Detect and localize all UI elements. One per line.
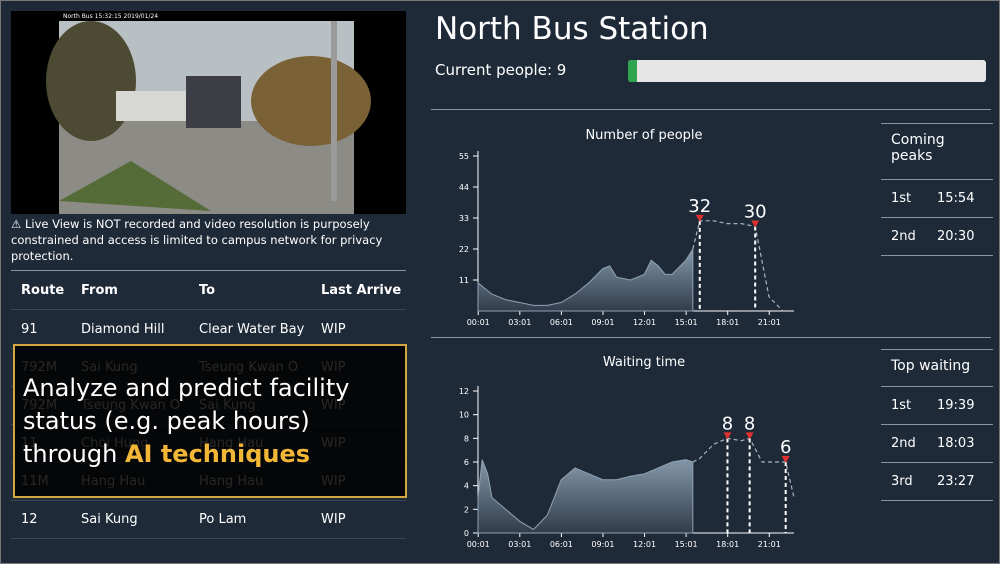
peak-label: 8 bbox=[744, 413, 755, 434]
y-tick-label: 10 bbox=[459, 411, 469, 420]
table-row: Route From To Last Arrive bbox=[11, 271, 406, 310]
panel-row: 2nd 20:30 bbox=[881, 218, 993, 256]
people-label: Current people: 9 bbox=[435, 61, 566, 79]
divider bbox=[431, 109, 991, 110]
y-tick-label: 0 bbox=[464, 529, 469, 538]
waiting-panel: Top waiting 1st 19:39 2nd 18:03 3rd 23:27 bbox=[881, 349, 993, 501]
actual-area bbox=[477, 247, 694, 312]
x-tick-label: 09:01 bbox=[591, 318, 614, 327]
divider bbox=[11, 270, 406, 271]
panel-title: Top waiting bbox=[881, 350, 993, 387]
x-tick-label: 21:01 bbox=[758, 540, 781, 549]
peak-label: 30 bbox=[744, 201, 767, 222]
table-cell: WIP bbox=[321, 512, 346, 527]
y-tick-label: 22 bbox=[459, 245, 469, 254]
rank: 1st bbox=[891, 191, 912, 206]
x-tick-label: 00:01 bbox=[467, 318, 490, 327]
x-tick-label: 00:01 bbox=[467, 540, 490, 549]
time: 19:39 bbox=[937, 398, 975, 413]
table-cell: Po Lam bbox=[199, 512, 247, 527]
divider bbox=[431, 337, 991, 338]
overlay-text: Analyze and predict facility status (e.g… bbox=[23, 374, 350, 468]
chart: Number of people 11 22 33 44 55 00:01 03:01 06:0… bbox=[459, 128, 794, 327]
x-tick-label: 03:01 bbox=[508, 318, 531, 327]
peak-marker bbox=[723, 432, 732, 440]
table-cell: 91 bbox=[21, 322, 38, 337]
y-tick-label: 6 bbox=[464, 458, 469, 467]
table-row: 12 Sai Kung Po Lam WIP bbox=[11, 500, 406, 539]
rank: 2nd bbox=[891, 436, 916, 451]
peaks-panel: Coming peaks 1st 15:54 2nd 20:30 bbox=[881, 123, 993, 256]
panel-row: 3rd 23:27 bbox=[881, 463, 993, 501]
panel-row: 1st 15:54 bbox=[881, 180, 993, 218]
y-tick-label: 55 bbox=[459, 152, 469, 161]
table-cell: Route bbox=[21, 283, 65, 298]
y-tick-label: 8 bbox=[464, 434, 469, 443]
overlay: Analyze and predict facility status (e.g… bbox=[13, 344, 407, 498]
table-cell: Diamond Hill bbox=[81, 322, 165, 337]
table-cell: Sai Kung bbox=[81, 512, 138, 527]
y-tick-label: 4 bbox=[464, 482, 469, 491]
chart-title: Number of people bbox=[585, 128, 702, 143]
y-tick-label: 11 bbox=[459, 276, 469, 285]
peak-label: 6 bbox=[780, 437, 791, 458]
time: 15:54 bbox=[937, 191, 975, 206]
panel-title: Coming peaks bbox=[881, 124, 993, 180]
y-tick-label: 2 bbox=[464, 505, 469, 514]
y-tick-label: 44 bbox=[459, 183, 469, 192]
x-tick-label: 03:01 bbox=[508, 540, 531, 549]
peak-marker bbox=[745, 432, 754, 440]
people-count: 9 bbox=[556, 61, 567, 79]
warning: ⚠ Live View is NOT recorded and video re… bbox=[11, 217, 383, 263]
x-tick-label: 18:01 bbox=[716, 318, 739, 327]
people-bar bbox=[628, 60, 986, 82]
actual-area bbox=[477, 459, 694, 534]
table-cell: WIP bbox=[321, 322, 346, 337]
y-tick-label: 33 bbox=[459, 214, 469, 223]
peak-label: 8 bbox=[722, 413, 733, 434]
table-cell: From bbox=[81, 283, 118, 298]
forecast-line bbox=[692, 437, 795, 498]
x-tick-label: 18:01 bbox=[716, 540, 739, 549]
x-tick-label: 12:01 bbox=[633, 318, 656, 327]
peak-marker bbox=[695, 214, 704, 222]
table-cell: 12 bbox=[21, 512, 38, 527]
title: North Bus Station bbox=[435, 11, 709, 47]
table-cell: Clear Water Bay bbox=[199, 322, 305, 337]
x-tick-label: 12:01 bbox=[633, 540, 656, 549]
chart: Waiting time 0 2 4 6 8 10 12 00:01 03:01 06:01 09:0… bbox=[459, 355, 795, 549]
live-view: North Bus 15:32:15 2019/01/24 bbox=[11, 11, 406, 214]
peak-label: 32 bbox=[688, 196, 711, 217]
y-tick-label: 12 bbox=[459, 387, 469, 396]
peak-marker bbox=[751, 220, 760, 228]
x-tick-label: 06:01 bbox=[550, 318, 573, 327]
rank: 1st bbox=[891, 398, 912, 413]
panel-row: 2nd 18:03 bbox=[881, 425, 993, 463]
time: 20:30 bbox=[937, 229, 975, 244]
people-bar-fill bbox=[628, 60, 637, 82]
x-tick-label: 06:01 bbox=[550, 540, 573, 549]
time: 23:27 bbox=[937, 474, 975, 489]
time: 18:03 bbox=[937, 436, 975, 451]
rank: 3rd bbox=[891, 474, 913, 489]
x-tick-label: 21:01 bbox=[758, 318, 781, 327]
x-tick-label: 15:01 bbox=[675, 318, 698, 327]
forecast-line bbox=[692, 220, 784, 312]
table-cell: To bbox=[199, 283, 216, 298]
panel-row: 1st 19:39 bbox=[881, 387, 993, 425]
x-tick-label: 09:01 bbox=[591, 540, 614, 549]
chart-title: Waiting time bbox=[603, 355, 685, 370]
overlay-highlight: AI techniques bbox=[124, 440, 311, 468]
rank: 2nd bbox=[891, 229, 916, 244]
peak-marker bbox=[781, 456, 790, 463]
x-tick-label: 15:01 bbox=[675, 540, 698, 549]
video-caption: North Bus 15:32:15 2019/01/24 bbox=[63, 13, 158, 20]
table-cell: Last Arrive bbox=[321, 283, 402, 298]
people-label-text: Current people: bbox=[435, 61, 553, 79]
